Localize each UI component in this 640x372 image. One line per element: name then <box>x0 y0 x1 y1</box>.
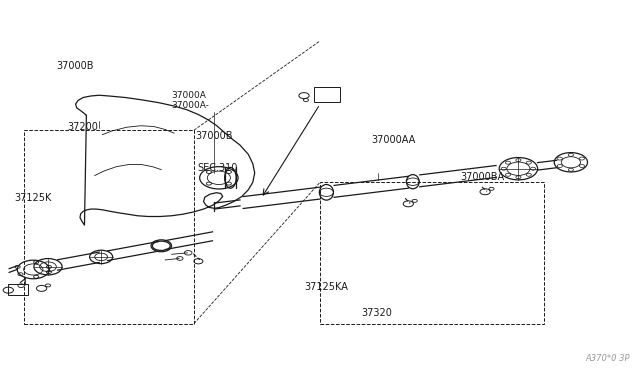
Bar <box>320 182 544 324</box>
Text: 37000AA: 37000AA <box>371 135 415 145</box>
Text: 37000B: 37000B <box>56 61 94 71</box>
Bar <box>24 130 194 324</box>
Bar <box>8 284 28 295</box>
Text: 37320: 37320 <box>362 308 392 318</box>
Text: 37000BA: 37000BA <box>461 172 505 182</box>
Text: SEC.310: SEC.310 <box>197 163 237 173</box>
Text: 37000A-: 37000A- <box>172 101 209 110</box>
Text: 37125KA: 37125KA <box>304 282 348 292</box>
Text: 37000A: 37000A <box>172 92 206 100</box>
Text: 37125K: 37125K <box>14 193 51 203</box>
Text: A370*0 3P: A370*0 3P <box>586 354 630 363</box>
Text: 37200: 37200 <box>67 122 98 132</box>
Bar <box>314 87 340 102</box>
Text: 37000B: 37000B <box>195 131 233 141</box>
